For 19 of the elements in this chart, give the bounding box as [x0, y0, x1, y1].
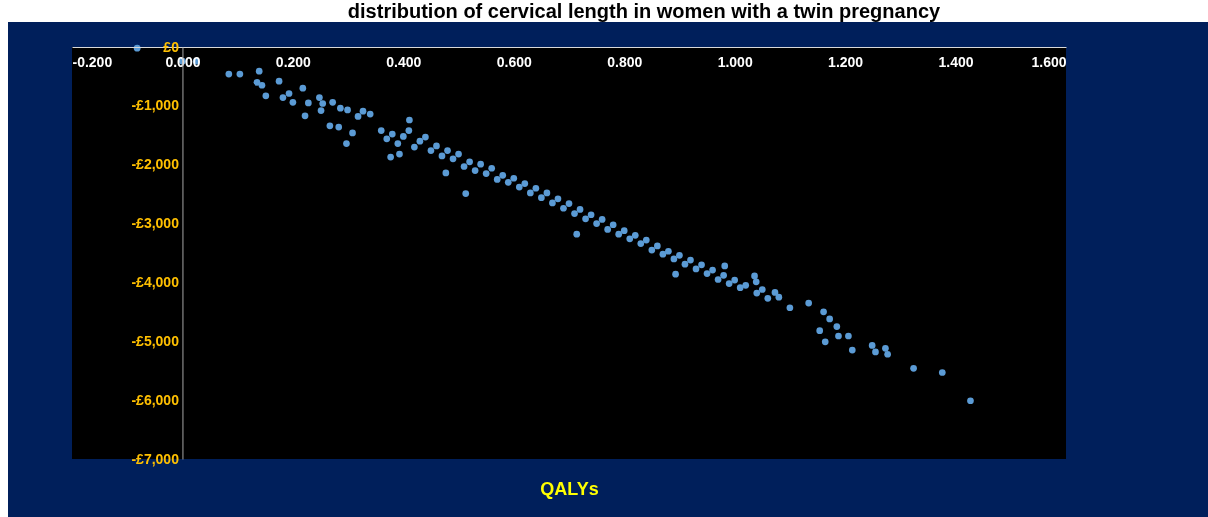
x-tick-label: 0.000: [165, 53, 201, 70]
x-tick-label: 1.600: [1031, 53, 1067, 70]
chart-title: distribution of cervical length in women with a twin pregnancy: [346, 0, 942, 22]
y-tick-label: -£5,000: [131, 332, 180, 349]
y-tick-label: -£7,000: [131, 450, 180, 467]
x-axis-title: QALYs: [540, 478, 599, 499]
x-tick-label: -0.200: [72, 53, 113, 70]
x-tick-label: 1.000: [717, 53, 753, 70]
y-tick-label: -£4,000: [131, 273, 180, 290]
x-tick-label: 1.400: [938, 53, 974, 70]
y-tick-label: -£6,000: [131, 391, 180, 408]
y-tick-label: -£2,000: [131, 156, 180, 173]
x-tick-label: 0.600: [496, 53, 532, 70]
x-tick-label: 0.200: [275, 53, 312, 70]
y-tick-label: -£1,000: [131, 97, 180, 114]
y-tick-label: -£3,000: [131, 215, 180, 232]
x-tick-label: 0.800: [607, 53, 643, 70]
x-tick-label: 1.200: [828, 53, 864, 70]
x-tick-label: 0.400: [386, 53, 422, 70]
